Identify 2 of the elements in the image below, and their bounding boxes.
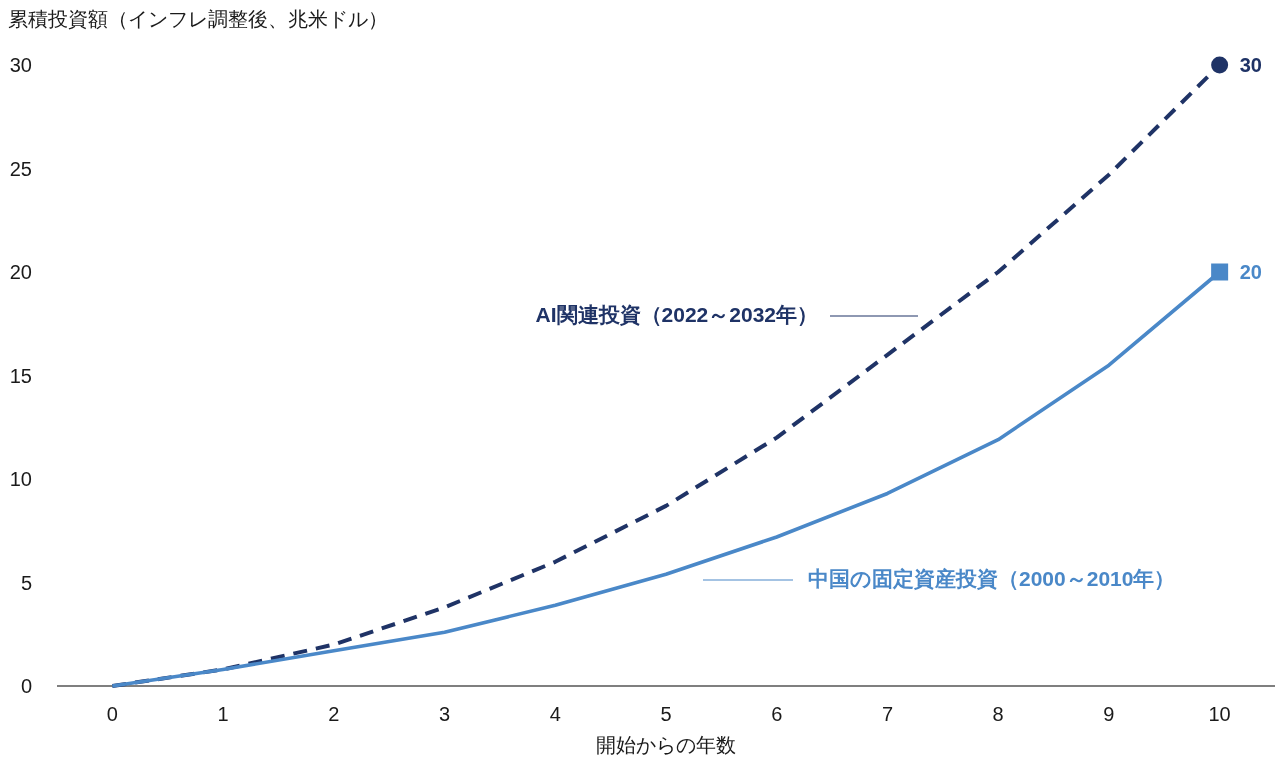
- xlabel: 開始からの年数: [596, 734, 736, 756]
- ylabel: 累積投資額（インフレ調整後、兆米ドル）: [8, 8, 388, 30]
